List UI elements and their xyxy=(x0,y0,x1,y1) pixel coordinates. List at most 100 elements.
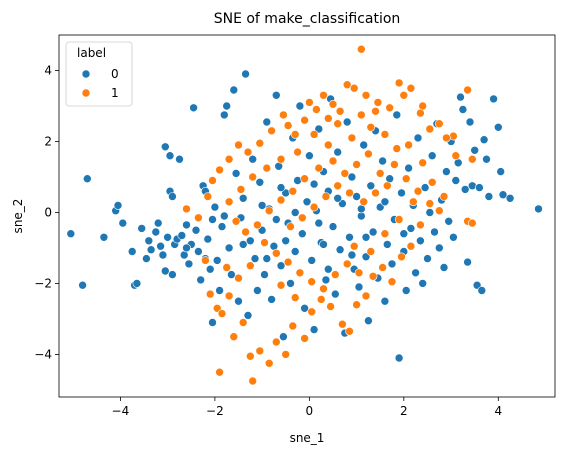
point-label-0-34 xyxy=(191,225,201,235)
point-label-0-42 xyxy=(208,318,217,327)
x-tick-label: 4 xyxy=(494,404,502,418)
data-points xyxy=(66,44,543,386)
point-label-1-55 xyxy=(406,241,416,251)
point-label-0-15 xyxy=(153,218,163,228)
point-label-0-150 xyxy=(463,257,472,267)
point-label-0-49 xyxy=(224,243,234,253)
point-label-1-63 xyxy=(347,133,357,143)
point-label-1-3 xyxy=(361,91,371,100)
point-label-1-30 xyxy=(205,289,215,299)
point-label-1-117 xyxy=(276,280,286,290)
point-label-0-114 xyxy=(378,156,387,166)
point-label-0-78 xyxy=(293,176,302,185)
point-label-1-75 xyxy=(236,185,246,194)
point-label-0-48 xyxy=(222,101,231,111)
point-label-1-121 xyxy=(394,215,404,224)
x-tick-label: −2 xyxy=(206,404,224,418)
point-label-1-119 xyxy=(366,247,376,256)
point-label-0-18 xyxy=(161,142,170,152)
legend-entry-0: 0 xyxy=(111,67,119,81)
point-label-0-1 xyxy=(83,174,92,183)
point-label-0-29 xyxy=(179,250,189,260)
point-label-1-38 xyxy=(255,346,265,356)
point-label-0-108 xyxy=(364,316,373,326)
point-label-0-146 xyxy=(453,158,463,168)
x-axis-label: sne_1 xyxy=(290,431,325,445)
point-label-1-27 xyxy=(208,176,217,185)
point-label-1-124 xyxy=(182,204,191,214)
point-label-0-23 xyxy=(168,192,177,201)
point-label-0-104 xyxy=(354,282,364,292)
point-label-0-106 xyxy=(359,140,369,150)
point-label-1-70 xyxy=(309,130,319,139)
point-label-1-79 xyxy=(253,220,262,230)
point-label-0-62 xyxy=(255,178,265,187)
point-label-0-69 xyxy=(271,91,281,100)
point-label-0-33 xyxy=(189,103,198,113)
point-label-0-147 xyxy=(456,92,465,102)
point-label-0-61 xyxy=(253,286,262,295)
point-label-1-9 xyxy=(416,108,425,118)
point-label-0-90 xyxy=(321,275,331,285)
point-label-1-35 xyxy=(238,318,248,327)
point-label-0-134 xyxy=(425,208,435,217)
point-label-0-126 xyxy=(406,224,416,233)
point-label-0-3 xyxy=(99,233,109,242)
point-label-1-113 xyxy=(246,261,255,271)
point-label-1-17 xyxy=(312,105,321,114)
point-label-0-170 xyxy=(333,194,343,203)
point-label-0-14 xyxy=(151,227,161,237)
point-label-1-15 xyxy=(328,99,338,109)
point-label-1-95 xyxy=(286,222,295,231)
point-label-0-28 xyxy=(177,231,187,240)
point-label-1-115 xyxy=(222,263,231,272)
point-label-0-100 xyxy=(345,233,354,242)
point-label-0-16 xyxy=(156,241,165,251)
point-label-0-118 xyxy=(387,259,397,269)
point-label-1-108 xyxy=(307,277,317,287)
point-label-0-41 xyxy=(208,215,217,224)
point-label-1-6 xyxy=(394,78,404,88)
point-label-0-148 xyxy=(458,105,468,114)
point-label-0-110 xyxy=(368,227,378,237)
point-label-0-165 xyxy=(534,204,543,214)
point-label-1-76 xyxy=(224,197,234,207)
point-label-0-158 xyxy=(482,154,491,164)
point-label-0-156 xyxy=(477,286,487,295)
point-label-0-5 xyxy=(113,201,123,210)
x-tick-label: 0 xyxy=(306,404,314,418)
point-label-1-103 xyxy=(382,181,392,191)
point-label-1-78 xyxy=(241,227,250,237)
point-label-0-141 xyxy=(442,167,451,176)
point-label-1-58 xyxy=(434,206,444,215)
point-label-0-132 xyxy=(420,183,430,192)
point-label-1-129 xyxy=(283,121,293,130)
y-tick-label: −2 xyxy=(34,276,52,290)
point-label-1-49 xyxy=(352,300,361,310)
point-label-1-132 xyxy=(442,133,451,143)
point-label-0-11 xyxy=(142,254,151,263)
point-label-0-31 xyxy=(184,259,194,269)
point-label-0-47 xyxy=(220,110,229,120)
point-label-0-121 xyxy=(394,353,404,363)
point-label-1-130 xyxy=(305,98,314,107)
point-label-0-166 xyxy=(257,201,267,210)
point-label-0-135 xyxy=(427,151,437,160)
point-label-0-36 xyxy=(196,275,205,285)
point-label-0-168 xyxy=(290,208,300,217)
point-label-1-42 xyxy=(288,321,298,331)
point-label-1-57 xyxy=(425,199,435,208)
point-label-0-93 xyxy=(328,222,338,231)
point-label-1-44 xyxy=(307,307,317,317)
point-label-1-133 xyxy=(451,151,461,160)
point-label-0-10 xyxy=(137,224,146,233)
point-label-0-52 xyxy=(231,169,241,178)
point-label-1-96 xyxy=(297,213,307,223)
point-label-1-62 xyxy=(333,119,343,128)
point-label-1-32 xyxy=(217,309,227,318)
point-label-0-180 xyxy=(323,264,333,274)
point-label-1-90 xyxy=(390,160,399,169)
point-label-0-183 xyxy=(319,240,328,249)
point-label-0-103 xyxy=(352,192,361,201)
point-label-0-164 xyxy=(505,194,515,203)
